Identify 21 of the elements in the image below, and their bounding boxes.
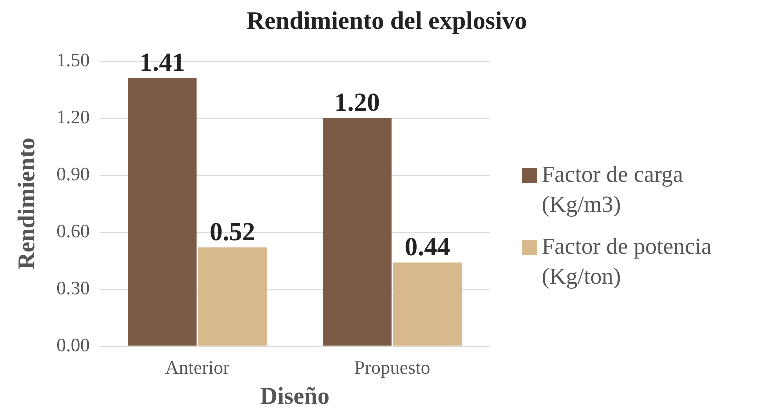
y-tick-label: 0.00: [56, 335, 90, 356]
legend-label: Factor de potencia (Kg/ton): [542, 233, 713, 291]
bar: [198, 248, 268, 346]
y-tick-label: 1.20: [56, 107, 90, 128]
data-label: 0.44: [404, 232, 450, 262]
bar: [128, 78, 197, 346]
x-axis-title: Diseño: [260, 384, 330, 410]
y-tick-label: 0.30: [56, 278, 90, 300]
x-tick-label: Propuesto: [354, 358, 431, 379]
y-tick-label: 0.60: [56, 221, 90, 242]
x-tick-label: Anterior: [165, 358, 230, 379]
y-tick-label: 1.50: [56, 50, 90, 72]
data-label: 0.52: [210, 217, 256, 246]
y-axis-title: Rendimiento: [14, 138, 41, 270]
chart-title: Rendimiento del explosivo: [246, 8, 528, 36]
legend-label: Factor de carga (Kg/m3): [542, 161, 684, 219]
bar: [323, 118, 392, 346]
data-label: 1.20: [334, 88, 380, 118]
bar: [393, 262, 462, 346]
y-tick-label: 0.90: [56, 164, 90, 186]
data-label: 1.41: [140, 48, 186, 78]
